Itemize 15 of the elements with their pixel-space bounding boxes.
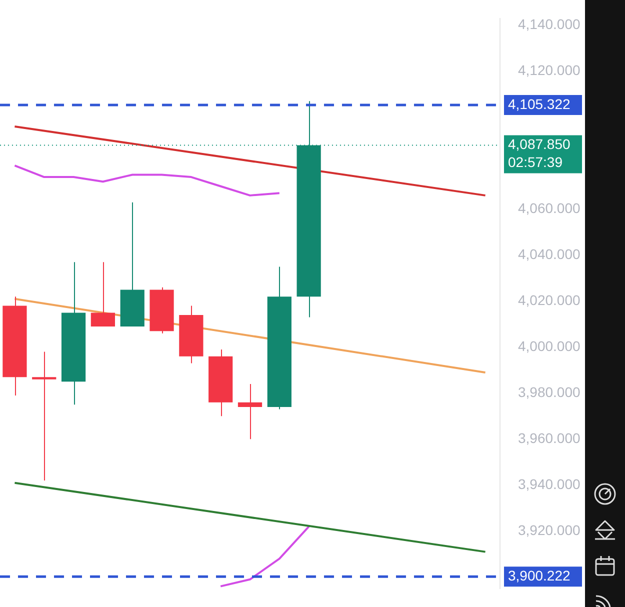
ref-line-label: 4,105.322 xyxy=(508,96,570,112)
candlestick xyxy=(32,351,56,482)
y-tick-label: 4,120.000 xyxy=(518,62,580,78)
y-tick-label: 4,020.000 xyxy=(518,292,580,308)
y-tick-label: 4,060.000 xyxy=(518,200,580,216)
candlestick xyxy=(238,383,262,440)
y-tick-label: 4,140.000 xyxy=(518,16,580,32)
y-tick-label: 3,920.000 xyxy=(518,522,580,538)
y-tick-label: 4,040.000 xyxy=(518,246,580,262)
y-tick-label: 3,960.000 xyxy=(518,430,580,446)
y-tick-label: 4,000.000 xyxy=(518,338,580,354)
y-tick-label: 3,940.000 xyxy=(518,476,580,492)
ref-line-label: 3,900.222 xyxy=(508,567,570,584)
ref-line-label: 4,087.850 02:57:39 xyxy=(508,136,570,170)
y-tick-label: 3,980.000 xyxy=(518,384,580,400)
